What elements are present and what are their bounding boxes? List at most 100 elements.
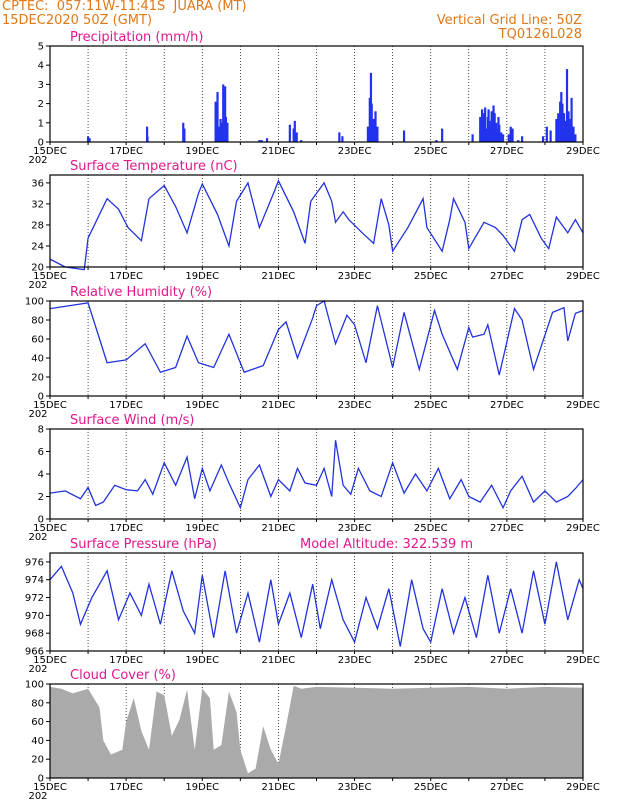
precip-bar [561, 103, 564, 142]
run-code: TQ0126L028 [498, 27, 582, 42]
x-tick-label: 25DEC [414, 271, 448, 282]
y-tick-label: 100 [25, 680, 44, 691]
panel-title: Surface Temperature (nC) [70, 159, 238, 174]
precip-bar [511, 128, 514, 142]
x-tick-label: 19DEC [185, 523, 219, 534]
panel-subtitle: Model Altitude: 322.539 m [300, 537, 473, 552]
y-tick-label: 974 [25, 575, 44, 586]
date-header: 15DEC2020 50Z (GMT) [2, 13, 153, 28]
precip-bar [562, 113, 566, 142]
precip-bar [258, 140, 261, 142]
y-tick-label: 8 [38, 425, 44, 436]
x-tick-label: 21DEC [262, 271, 296, 282]
x-tick-label: 19DEC [185, 271, 219, 282]
precip-bar [88, 138, 91, 142]
x-tick-label: 21DEC [262, 782, 296, 793]
y-tick-label: 0 [38, 515, 44, 526]
precip-bar [441, 128, 444, 142]
precip-bar [292, 128, 295, 142]
precip-bar [557, 113, 560, 142]
precip-bar [484, 107, 487, 142]
precip-bar [260, 140, 263, 142]
y-tick-label: 4 [38, 470, 44, 481]
precip-bar [507, 134, 510, 142]
precip-bar [482, 113, 486, 142]
x-tick-label: 23DEC [338, 271, 372, 282]
panel-title: Surface Wind (m/s) [70, 413, 194, 428]
precip-bar [555, 118, 558, 142]
precip-bar [560, 92, 563, 142]
panel-title: Precipitation (mm/h) [70, 30, 203, 45]
x-tick-label: 23DEC [338, 782, 372, 793]
y-tick-label: 968 [25, 629, 44, 640]
precip-bar [374, 111, 377, 142]
precip-bar [496, 128, 499, 142]
precip-bar [517, 140, 520, 142]
y-tick-label: 976 [25, 557, 44, 568]
x-tick-label: 17DEC [109, 655, 143, 666]
precip-bar [549, 130, 552, 142]
x-tick-label: 17DEC [109, 271, 143, 282]
y-tick-label: 3 [38, 80, 44, 91]
precip-bar [338, 132, 341, 142]
precip-bar [295, 132, 298, 142]
x-tick-label: 17DEC [109, 146, 143, 157]
precip-bar [224, 117, 227, 142]
x-tick-label: 15DEC [33, 655, 67, 666]
x-tick-label: 27DEC [490, 400, 524, 411]
precip-bar [216, 92, 219, 142]
precip-bar [490, 111, 493, 142]
x-tick-label: 19DEC [185, 146, 219, 157]
precip-bar [218, 126, 221, 142]
y-tick-label: 5 [38, 42, 44, 53]
y-tick-label: 966 [25, 647, 44, 658]
y-tick-label: 20 [31, 263, 44, 274]
series-line-3 [49, 440, 584, 510]
x-tick-label: 15DEC [33, 523, 67, 534]
panel-title: Relative Humidity (%) [70, 285, 212, 300]
panel-title: Surface Pressure (hPa) [70, 537, 217, 552]
precip-bar [219, 118, 222, 142]
precip-bar [341, 136, 344, 142]
precip-bar [488, 120, 491, 142]
precip-bar [183, 128, 186, 142]
cloud-area [50, 685, 583, 778]
x-tick-label: 15DEC [33, 400, 67, 411]
x-tick-label: 23DEC [338, 523, 372, 534]
x-tick-label: 23DEC [338, 400, 372, 411]
x-tick-label: 27DEC [490, 523, 524, 534]
x-tick-label: 25DEC [414, 146, 448, 157]
precip-bar [545, 126, 548, 142]
precip-bar [574, 134, 577, 142]
precip-bar [372, 118, 375, 142]
series-line-1 [49, 179, 584, 271]
y-tick-label: 1 [38, 118, 44, 129]
x-tick-label: 29DEC [566, 146, 600, 157]
precip-bar [265, 138, 269, 142]
precip-bar [300, 140, 303, 142]
precip-bar [567, 111, 570, 142]
year-label: 202 [28, 791, 47, 800]
precip-bar [368, 97, 371, 142]
y-tick-label: 36 [31, 178, 44, 189]
year-label: 202 [28, 664, 47, 675]
x-tick-label: 17DEC [109, 523, 143, 534]
grid-note: Vertical Grid Line: 50Z [436, 13, 582, 28]
precip-bar [487, 109, 490, 142]
x-tick-label: 15DEC [33, 271, 67, 282]
year-label: 202 [28, 280, 47, 291]
y-tick-label: 2 [38, 492, 44, 503]
x-tick-label: 17DEC [109, 400, 143, 411]
precip-bar [498, 124, 501, 142]
year-label: 202 [28, 155, 47, 166]
precip-bar [435, 140, 438, 142]
x-tick-label: 25DEC [414, 400, 448, 411]
precip-bar [220, 122, 224, 142]
y-tick-label: 2 [38, 99, 44, 110]
y-tick-label: 80 [31, 316, 44, 327]
precip-bar [402, 130, 406, 142]
y-tick-label: 32 [31, 199, 44, 210]
precip-bar [366, 126, 369, 142]
precip-bar [500, 132, 503, 142]
